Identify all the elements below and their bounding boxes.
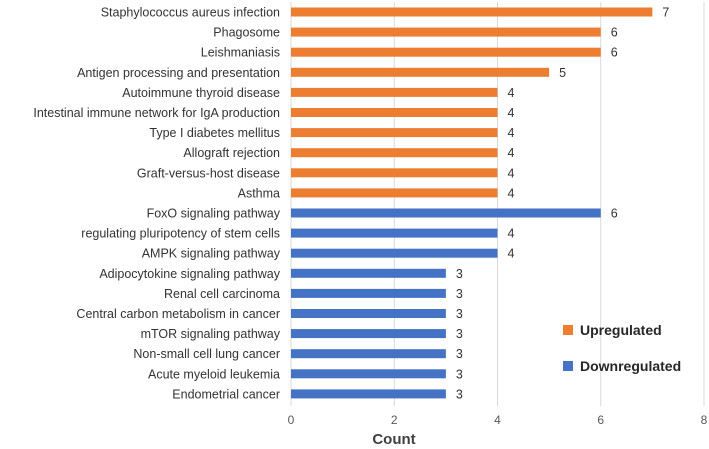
legend-label: Downregulated [580,358,681,374]
category-label: Asthma [238,186,280,200]
category-label: Autoimmune thyroid disease [122,86,280,100]
value-label: 3 [456,347,463,361]
bars [291,7,653,399]
x-axis-ticks: 0 2 4 6 8 [288,413,708,427]
value-label: 3 [456,367,463,381]
category-label: Phagosome [213,26,280,40]
bar [291,309,446,318]
value-label: 6 [611,46,618,60]
bar [291,148,498,158]
category-label: Non-small cell lung cancer [133,347,280,361]
bar [291,329,446,339]
category-label: Allograft rejection [183,146,280,160]
x-axis-title: Count [372,431,415,448]
bar [291,87,498,97]
category-label: Acute myeloid leukemia [148,367,280,381]
category-labels: Staphylococcus aureus infection Phagosome… [33,6,280,402]
bar [291,47,601,57]
value-label: 4 [508,106,515,120]
value-label: 4 [508,86,515,100]
category-label: Intestinal immune network for IgA produc… [33,106,280,120]
value-label: 4 [508,146,515,160]
category-label: Graft-versus-host disease [137,166,280,180]
bar [291,228,498,238]
bar [291,369,446,379]
x-tick-label: 2 [391,413,398,427]
bar [291,188,498,198]
category-label: Renal cell carcinoma [164,287,280,301]
value-label: 3 [456,387,463,401]
legend: Upregulated Downregulated [563,322,681,374]
value-label: 3 [456,327,463,341]
x-tick-label: 8 [701,413,708,427]
category-label: Staphylococcus aureus infection [101,6,280,20]
gridlines [290,2,705,406]
legend-swatch [563,325,573,335]
bar [291,248,498,258]
category-label: Antigen processing and presentation [77,66,280,80]
category-label: Adipocytokine signaling pathway [99,267,280,281]
bar [291,27,601,37]
category-label: AMPK signaling pathway [142,247,281,261]
category-label: Central carbon metabolism in cancer [76,307,280,321]
value-label: 7 [662,6,669,20]
x-tick-label: 0 [288,413,295,427]
bar [291,7,653,17]
value-label: 5 [559,66,566,80]
value-label: 3 [456,287,463,301]
category-label: Endometrial cancer [172,387,280,401]
category-label: regulating pluripotency of stem cells [81,227,280,241]
category-label: Type I diabetes mellitus [149,126,280,140]
legend-swatch [563,361,573,371]
value-label: 4 [508,126,515,140]
value-label: 6 [611,26,618,40]
bar [291,168,498,178]
bar [291,288,446,298]
x-tick-label: 6 [597,413,604,427]
value-label: 4 [508,186,515,200]
x-tick-label: 4 [494,413,501,427]
bar [291,128,498,138]
category-label: Leishmaniasis [201,46,280,60]
value-label: 6 [611,207,618,221]
category-label: mTOR signaling pathway [141,327,281,341]
value-label: 4 [508,247,515,261]
bar [291,108,498,117]
category-label: FoxO signaling pathway [147,207,281,221]
value-label: 3 [456,307,463,321]
value-label: 4 [508,166,515,180]
legend-label: Upregulated [580,322,662,338]
value-label: 4 [508,227,515,241]
bar [291,208,601,218]
value-label: 3 [456,267,463,281]
bar [291,349,446,359]
bar [291,268,446,278]
bar [291,67,550,77]
value-labels: 7 6 6 5 4 4 4 4 4 4 6 4 4 3 3 3 3 3 3 3 [456,6,670,402]
bar [291,389,446,399]
